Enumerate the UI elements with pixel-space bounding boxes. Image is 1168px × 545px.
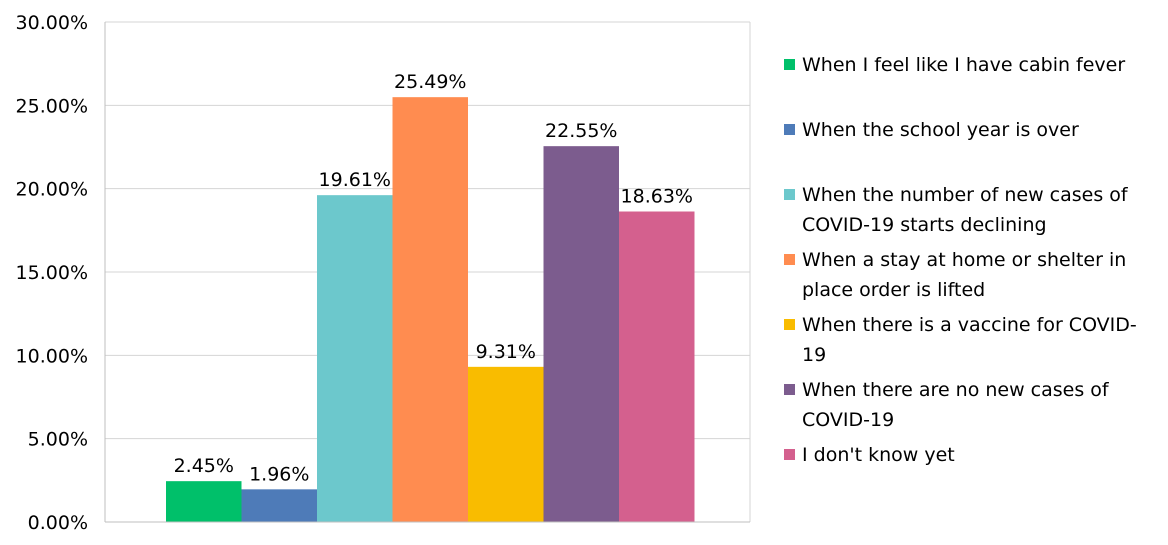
- legend-item: When the school year is over: [784, 115, 1154, 145]
- legend-swatch: [784, 124, 795, 135]
- legend-label: When there are no new cases of COVID-19: [802, 379, 1109, 431]
- legend-swatch: [784, 189, 795, 200]
- legend-swatch: [784, 254, 795, 265]
- legend-item: When there is a vaccine for COVID-19: [784, 310, 1154, 370]
- data-label: 19.61%: [319, 169, 391, 191]
- y-tick-label: 15.00%: [16, 262, 88, 284]
- bar: [241, 489, 317, 522]
- legend-item: When the number of new cases of COVID-19…: [784, 180, 1154, 240]
- bar: [392, 97, 468, 523]
- y-tick-label: 5.00%: [28, 429, 88, 451]
- data-label: 1.96%: [249, 463, 309, 485]
- y-tick-label: 10.00%: [16, 345, 88, 367]
- legend-label: When there is a vaccine for COVID-19: [802, 314, 1137, 366]
- y-tick-label: 30.00%: [16, 12, 88, 34]
- data-label: 2.45%: [174, 455, 234, 477]
- bar: [166, 481, 242, 522]
- y-tick-label: 20.00%: [16, 179, 88, 201]
- data-label: 18.63%: [621, 186, 693, 208]
- legend-item: I don't know yet: [784, 440, 1154, 470]
- y-tick-label: 25.00%: [16, 95, 88, 117]
- legend-label: When I feel like I have cabin fever: [802, 54, 1126, 76]
- data-label: 25.49%: [394, 71, 466, 93]
- legend-item: When I feel like I have cabin fever: [784, 50, 1154, 80]
- legend-label: When the number of new cases of COVID-19…: [802, 184, 1128, 236]
- legend-swatch: [784, 449, 795, 460]
- legend-item: When a stay at home or shelter in place …: [784, 245, 1154, 305]
- legend-label: When the school year is over: [802, 119, 1079, 141]
- y-tick-label: 0.00%: [28, 512, 88, 534]
- legend-label: When a stay at home or shelter in place …: [802, 249, 1127, 301]
- bar: [317, 195, 393, 522]
- legend-item: When there are no new cases of COVID-19: [784, 375, 1154, 435]
- data-label: 22.55%: [545, 120, 617, 142]
- legend-label: I don't know yet: [802, 444, 955, 466]
- legend-swatch: [784, 59, 795, 70]
- bar: [619, 211, 695, 522]
- legend-swatch: [784, 384, 795, 395]
- bar: [468, 366, 544, 522]
- data-label: 9.31%: [476, 341, 536, 363]
- legend-swatch: [784, 319, 795, 330]
- bar: [543, 146, 619, 522]
